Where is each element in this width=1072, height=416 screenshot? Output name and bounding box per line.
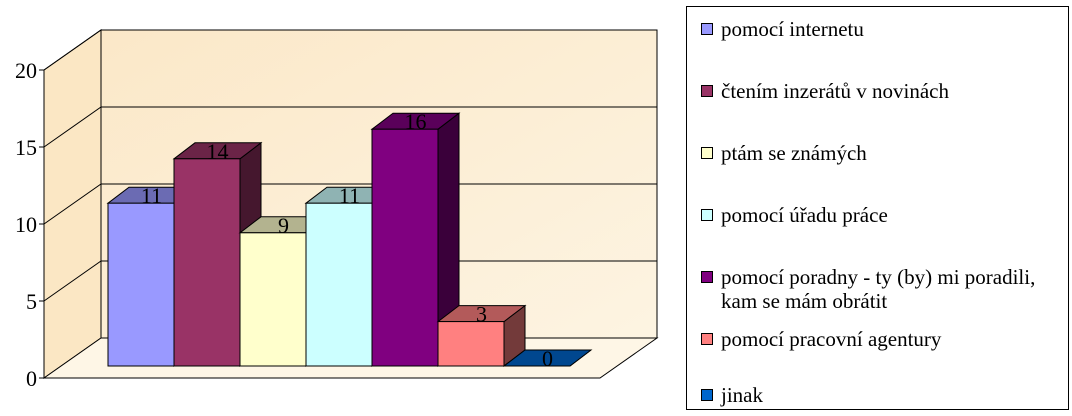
y-tick-label: 5 [26, 289, 37, 314]
gridline [43, 183, 657, 225]
y-tick-label: 0 [26, 366, 37, 391]
bar-top [502, 349, 593, 367]
bar-front [107, 202, 175, 367]
y-tick-label: 10 [15, 212, 37, 237]
legend-item-4: pomocí úřadu práce [701, 203, 1066, 227]
data-label: 16 [405, 109, 427, 134]
bar-chart: 0 5 10 15 20 11 14 9 11 16 3 0 [15, 29, 659, 391]
legend-label: ptám se známých [721, 141, 867, 165]
data-labels: 11 14 9 11 16 3 0 [141, 109, 553, 371]
legend-item-1: pomocí internetu [701, 17, 1066, 41]
legend-swatch [701, 147, 713, 159]
legend-label: pomocí pracovní agentury [721, 327, 942, 351]
y-axis: 0 5 10 15 20 [15, 58, 45, 391]
legend-label: pomocí úřadu práce [721, 203, 888, 227]
legend-label: pomocí poradny - ty (by) mi poradili, ka… [721, 265, 1036, 313]
legend-item-6: pomocí pracovní agentury [701, 327, 1066, 351]
bar-6 [436, 304, 527, 368]
data-label: 11 [339, 183, 360, 208]
gridlines [43, 29, 657, 302]
legend-swatch [701, 23, 713, 35]
bar-5 [370, 112, 461, 368]
legend-item-5: pomocí poradny - ty (by) mi poradili, ka… [701, 265, 1066, 313]
bar-7 [502, 349, 593, 367]
data-label: 9 [278, 213, 289, 238]
data-label: 3 [476, 302, 487, 327]
legend-swatch [701, 85, 713, 97]
legend-label: čtením inzerátů v novinách [721, 79, 949, 103]
legend-item-7: jinak [701, 383, 1066, 407]
legend-swatch [701, 271, 713, 283]
y-tick-label: 20 [15, 58, 37, 83]
legend-swatch [701, 389, 713, 401]
legend: pomocí internetu čtením inzerátů v noviná… [686, 6, 1069, 410]
data-label: 14 [207, 139, 229, 164]
gridline [43, 106, 657, 148]
legend-swatch [701, 333, 713, 345]
bar-front [239, 232, 307, 367]
gridline [43, 260, 657, 302]
data-label: 11 [141, 183, 162, 208]
bar-front [437, 321, 505, 367]
legend-label: jinak [721, 383, 763, 407]
legend-swatch [701, 209, 713, 221]
legend-item-3: ptám se známých [701, 141, 1066, 165]
bar-front [305, 202, 373, 367]
bar-front [173, 158, 241, 367]
legend-item-2: čtením inzerátů v novinách [701, 79, 1066, 103]
gridline [43, 29, 657, 71]
y-tick-label: 15 [15, 135, 37, 160]
legend-label: pomocí internetu [721, 17, 864, 41]
data-label: 0 [542, 346, 553, 371]
bars [106, 112, 593, 368]
bar-front [371, 128, 439, 367]
